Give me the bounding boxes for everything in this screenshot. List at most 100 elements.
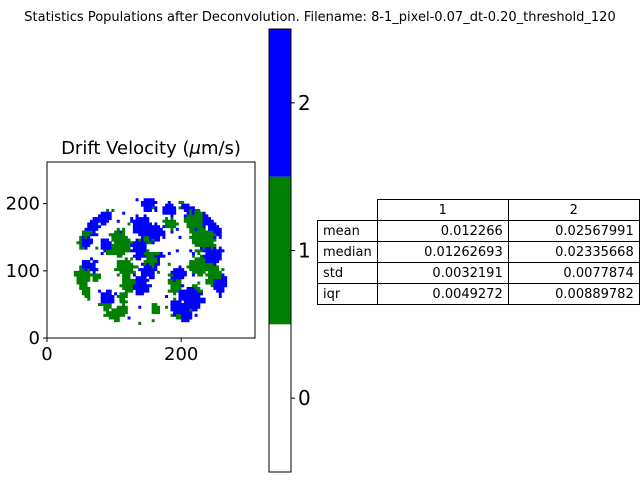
heatmap-cell — [205, 278, 209, 282]
heatmap-cell — [143, 246, 147, 250]
table-row: mean 0.012266 0.02567991 — [317, 220, 640, 242]
heatmap-cell — [143, 284, 147, 288]
heatmap-cell — [175, 313, 179, 317]
heatmap-cell — [138, 233, 142, 237]
heatmap-cell — [122, 230, 126, 234]
heatmap-cell — [103, 292, 107, 296]
heatmap-cell — [178, 286, 182, 290]
heatmap-cell — [76, 273, 80, 277]
heatmap-cell — [140, 200, 144, 204]
heatmap-cell — [175, 222, 179, 226]
heatmap-cell — [140, 230, 144, 234]
heatmap-cell — [95, 219, 99, 223]
heatmap-cell — [116, 265, 120, 269]
heatmap-cell — [143, 235, 147, 239]
heatmap-cell — [208, 273, 212, 277]
heatmap-cell — [135, 284, 139, 288]
heatmap-cell — [151, 241, 155, 245]
heatmap-cell — [194, 289, 198, 293]
heatmap-cell — [178, 273, 182, 277]
heatmap-cell — [170, 300, 174, 304]
heatmap-cell — [124, 292, 128, 296]
heatmap-cell — [122, 286, 126, 290]
heatmap-cell — [173, 222, 177, 226]
heatmap-cell — [108, 246, 112, 250]
heatmap-cell — [130, 278, 134, 282]
heatmap-cell — [119, 235, 123, 239]
heatmap-cell — [199, 227, 203, 231]
heatmap-cell — [191, 273, 195, 277]
heatmap-cell — [181, 308, 185, 312]
x-tick-label: 200 — [164, 344, 198, 365]
heatmap-cell — [183, 209, 187, 213]
heatmap-cell — [186, 214, 190, 218]
heatmap-cell — [216, 233, 220, 237]
heatmap-cell — [100, 303, 104, 307]
heatmap-cell — [208, 243, 212, 247]
heatmap-cell — [106, 289, 110, 293]
heatmap-cell — [221, 289, 225, 293]
heatmap-cell — [146, 219, 150, 223]
heatmap-cell — [197, 252, 201, 256]
heatmap-cell — [92, 265, 96, 269]
heatmap-cell — [108, 297, 112, 301]
heatmap-cell — [197, 233, 201, 237]
heatmap-cell — [194, 265, 198, 269]
heatmap-cell — [146, 217, 150, 221]
heatmap-cell — [213, 227, 217, 231]
heatmap-cell — [103, 305, 107, 309]
heatmap-cell — [111, 233, 115, 237]
heatmap-cell — [146, 238, 150, 242]
heatmap-cell — [183, 289, 187, 293]
heatmap-cell — [202, 300, 206, 304]
heatmap-cell — [122, 238, 126, 242]
heatmap-cell — [191, 270, 195, 274]
heatmap-cell — [122, 235, 126, 239]
heatmap-cell — [122, 276, 126, 280]
heatmap-cell — [135, 265, 139, 269]
heatmap-cell — [151, 233, 155, 237]
heatmap-cell — [202, 222, 206, 226]
heatmap-cell — [116, 260, 120, 264]
heatmap-cell — [189, 260, 193, 264]
heatmap-cell — [111, 238, 115, 242]
heatmap-cell — [92, 262, 96, 266]
heatmap-cell — [106, 214, 110, 218]
heatmap-cell — [124, 305, 128, 309]
heatmap-cell — [208, 219, 212, 223]
heatmap-cell — [205, 260, 209, 264]
heatmap-cell — [202, 227, 206, 231]
heatmap-cell — [154, 227, 158, 231]
colorbar: 0 1 2 — [268, 28, 311, 473]
heatmap-cell — [116, 219, 120, 223]
heatmap-cell — [135, 281, 139, 285]
heatmap-cell — [100, 222, 104, 226]
heatmap-cell — [130, 262, 134, 266]
heatmap-cell — [181, 319, 185, 323]
heatmap-cell — [76, 241, 80, 245]
heatmap-cell — [186, 308, 190, 312]
heatmap-cell — [108, 252, 112, 256]
heatmap-cell — [87, 270, 91, 274]
heatmap-cell — [208, 262, 212, 266]
heatmap-cell — [89, 265, 93, 269]
heatmap-cell — [103, 238, 107, 242]
heatmap-cell — [106, 243, 110, 247]
heatmap-cell — [138, 286, 142, 290]
heatmap-cell — [154, 225, 158, 229]
heatmap-cell — [167, 200, 171, 204]
heatmap-cell — [167, 278, 171, 282]
heatmap-cell — [146, 286, 150, 290]
heatmap-cell — [186, 209, 190, 213]
heatmap-cell — [143, 217, 147, 221]
heatmap-cell — [143, 200, 147, 204]
heatmap-cell — [216, 257, 220, 261]
heatmap-cell — [173, 289, 177, 293]
figure-suptitle: Statistics Populations after Deconvoluti… — [24, 10, 615, 25]
heatmap-cell — [76, 276, 80, 280]
heatmap-cell — [167, 281, 171, 285]
heatmap-cell — [208, 252, 212, 256]
heatmap-cell — [151, 252, 155, 256]
heatmap-cell — [140, 278, 144, 282]
heatmap-cell — [119, 265, 123, 269]
